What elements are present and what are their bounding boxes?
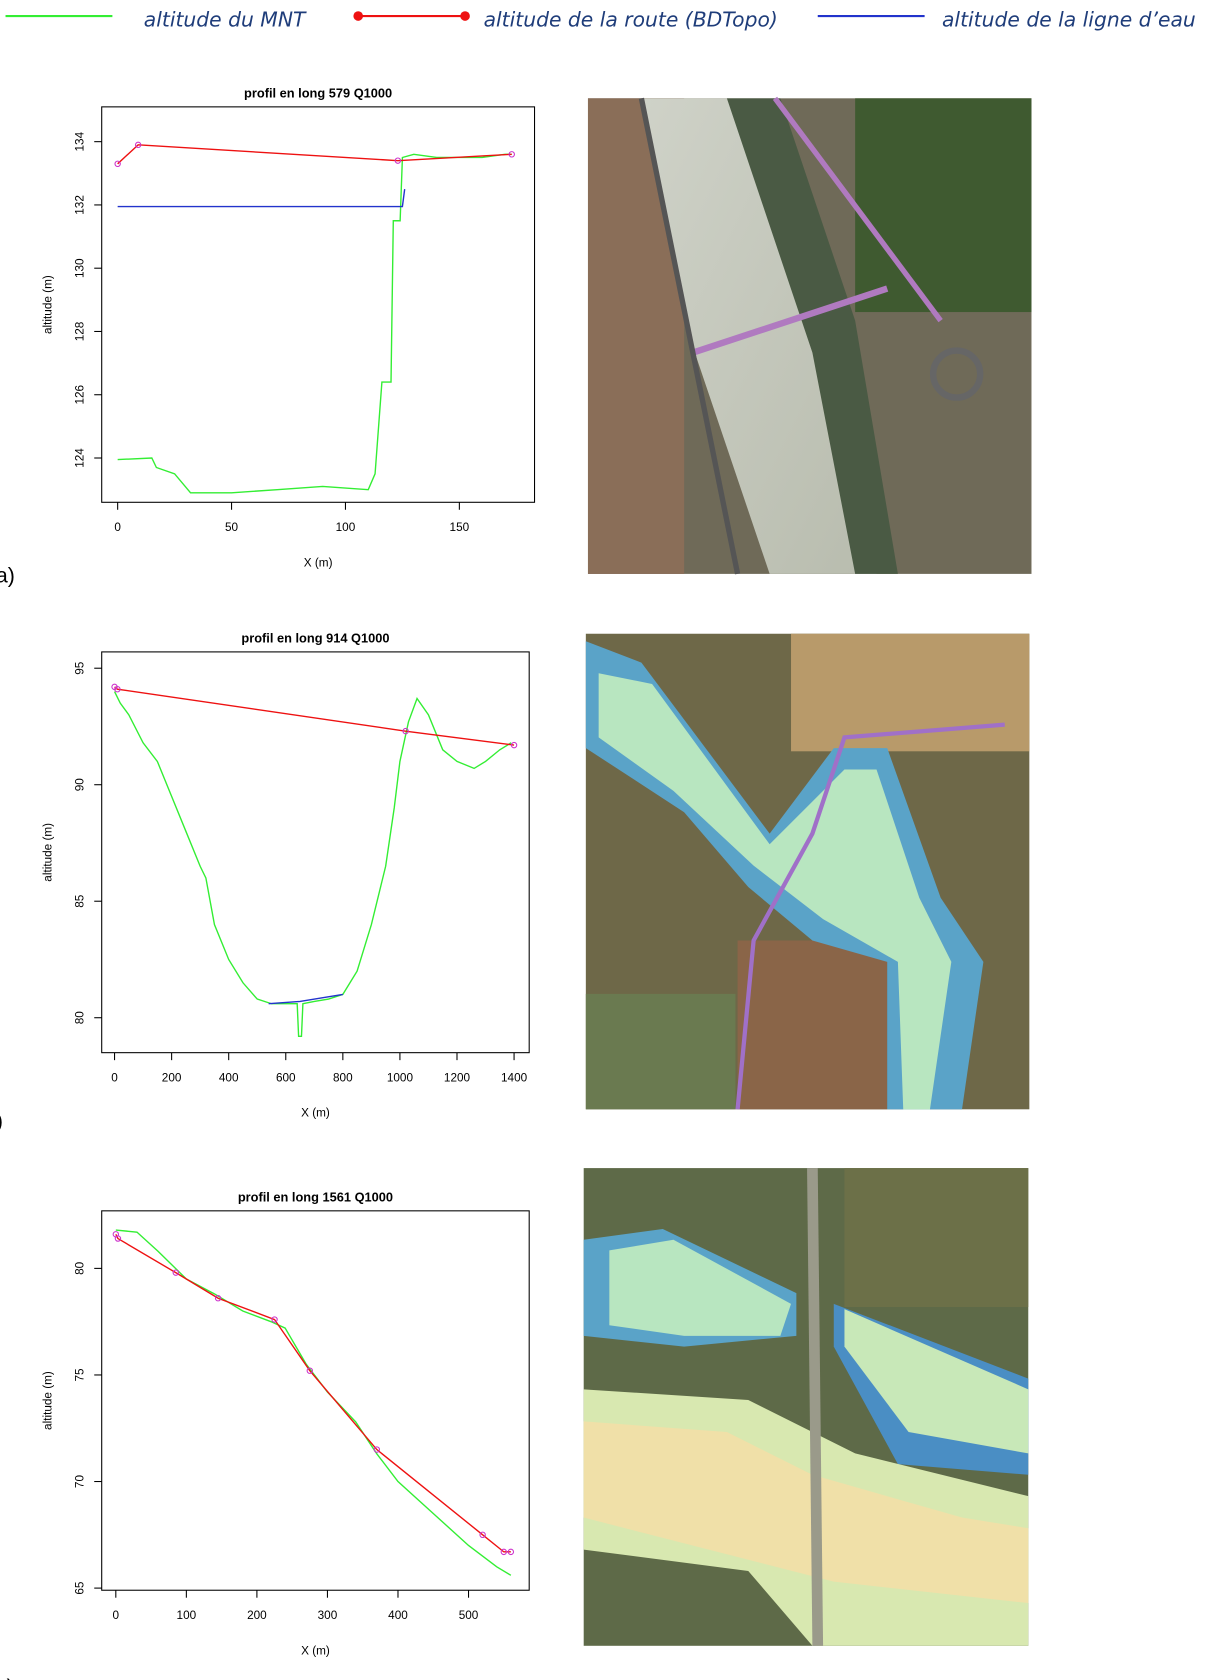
- series-line: [115, 1229, 512, 1576]
- y-tick-label: 130: [73, 258, 86, 278]
- x-tick-label: 400: [388, 1609, 408, 1622]
- point-marker: [402, 727, 409, 735]
- series-line: [115, 1233, 511, 1553]
- x-tick-label: 200: [247, 1609, 267, 1622]
- panel-label: ): [0, 1109, 3, 1133]
- x-tick-label: 0: [111, 1071, 118, 1084]
- y-tick-label: 132: [73, 195, 86, 215]
- series-line: [268, 993, 343, 1005]
- y-tick-label: 80: [73, 1261, 86, 1275]
- aerial-image-b: [585, 633, 1030, 1110]
- point-marker: [134, 141, 142, 149]
- y-tick-label: 90: [73, 778, 86, 792]
- legend-marker: [353, 11, 364, 21]
- plot-box: [101, 1210, 530, 1591]
- x-tick-label: 300: [318, 1609, 338, 1622]
- x-axis-label: X (m): [301, 1644, 330, 1657]
- point-marker: [500, 1548, 508, 1556]
- point-marker: [172, 1269, 179, 1276]
- chart: profil en long 579 Q1000 X (m) altitude (m…: [0, 85, 536, 588]
- y-tick-label: 70: [73, 1475, 86, 1489]
- point-marker: [114, 160, 121, 168]
- point-marker: [271, 1316, 278, 1323]
- series-line: [113, 691, 512, 1038]
- legend-label: altitude du MNT: [144, 7, 307, 31]
- point-marker: [394, 157, 402, 164]
- y-tick-label: 126: [73, 384, 86, 404]
- point-marker: [114, 1235, 122, 1242]
- y-tick-label: 134: [73, 131, 86, 151]
- x-tick-label: 1400: [501, 1071, 528, 1084]
- point-marker: [306, 1367, 314, 1374]
- point-marker: [507, 1548, 515, 1556]
- point-marker: [214, 1295, 222, 1302]
- x-tick-label: 0: [113, 1609, 120, 1622]
- chart-title: profil en long 1561 Q1000: [238, 1189, 393, 1204]
- series-line: [117, 144, 512, 165]
- legend-label: altitude de la route (BDTopo): [484, 7, 778, 31]
- point-marker: [508, 151, 515, 158]
- x-tick-label: 100: [177, 1609, 197, 1622]
- point-marker: [373, 1446, 381, 1453]
- y-tick-label: 128: [73, 321, 86, 341]
- series-line: [114, 686, 515, 746]
- aerial-image-a: [587, 96, 1032, 575]
- x-tick-label: 100: [336, 521, 356, 534]
- x-tick-label: 200: [162, 1071, 182, 1084]
- x-tick-label: 500: [459, 1609, 479, 1622]
- series-line: [117, 153, 512, 494]
- panel-label: a): [0, 564, 15, 588]
- y-tick-label: 65: [73, 1581, 86, 1595]
- y-tick-label: 124: [73, 448, 86, 468]
- y-axis-label: altitude (m): [41, 823, 54, 882]
- point-marker: [510, 741, 518, 749]
- x-axis-label: X (m): [304, 556, 333, 569]
- chart-title: profil en long 579 Q1000: [244, 85, 392, 100]
- x-tick-label: 0: [114, 521, 121, 534]
- x-tick-label: 400: [219, 1071, 239, 1084]
- x-tick-label: 600: [276, 1071, 296, 1084]
- x-axis-label: X (m): [301, 1107, 330, 1120]
- y-axis-label: altitude (m): [41, 1371, 54, 1430]
- aerial-image-c: [583, 1168, 1029, 1646]
- plot-box: [101, 106, 536, 503]
- y-tick-label: 85: [73, 894, 86, 908]
- y-tick-label: 80: [73, 1011, 86, 1025]
- y-tick-label: 95: [73, 661, 86, 675]
- chart: profil en long 1561 Q1000 X (m) altitude (…: [0, 1189, 530, 1680]
- chart-title: profil en long 914 Q1000: [241, 630, 389, 645]
- x-tick-label: 1000: [387, 1071, 414, 1084]
- x-tick-label: 50: [225, 521, 239, 534]
- panel-label: c): [0, 1675, 14, 1680]
- x-tick-label: 800: [333, 1071, 353, 1084]
- chart: profil en long 914 Q1000 X (m) altitude (m…: [0, 630, 530, 1133]
- x-tick-label: 1200: [444, 1071, 471, 1084]
- point-marker: [114, 685, 121, 693]
- y-tick-label: 75: [73, 1368, 86, 1382]
- legend-label: altitude de la ligne d’eau: [942, 7, 1196, 31]
- x-tick-label: 150: [450, 521, 470, 534]
- series-line: [117, 189, 406, 208]
- y-axis-label: altitude (m): [41, 275, 54, 334]
- plot-box: [101, 651, 530, 1054]
- legend-marker: [460, 11, 470, 21]
- point-marker: [479, 1531, 486, 1539]
